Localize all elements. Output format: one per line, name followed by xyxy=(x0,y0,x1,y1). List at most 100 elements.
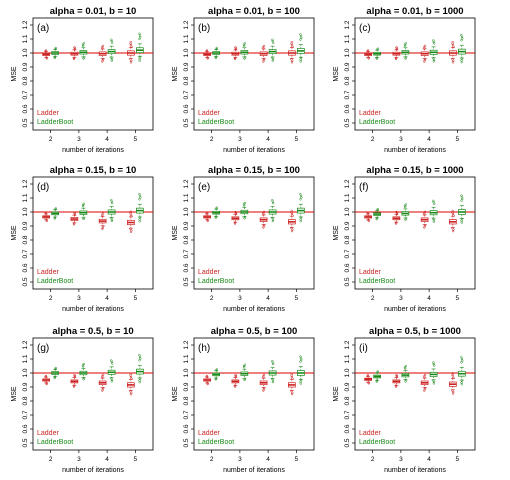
y-tick-label: 1.2 xyxy=(22,179,29,188)
plot-frame xyxy=(32,176,154,290)
y-tick-label: 0.5 xyxy=(22,438,29,447)
y-tick-label: 0.9 xyxy=(183,62,190,71)
y-tick-label: 1.2 xyxy=(183,340,190,349)
outlier-point xyxy=(129,212,132,215)
outlier-point xyxy=(44,374,48,378)
outlier-point xyxy=(262,373,266,377)
x-axis-label: number of iterations xyxy=(223,306,285,313)
panel-label: (c) xyxy=(359,23,371,34)
ladder-box xyxy=(392,46,401,61)
y-tick-label: 0.9 xyxy=(344,382,351,391)
panel-b: alpha = 0.01, b = 100 (b) 0.5 0.6 0.7 0.8 0.9 1… xyxy=(172,6,315,154)
outlier-point xyxy=(395,48,398,51)
outlier-point xyxy=(53,217,56,220)
outlier-point xyxy=(233,385,237,388)
outlier-point xyxy=(432,60,435,63)
x-axis-label: number of iterations xyxy=(223,147,285,154)
outlier-point xyxy=(73,46,76,49)
y-tick-label: 0.7 xyxy=(344,90,351,99)
outlier-point xyxy=(82,376,86,380)
ladder-box xyxy=(42,374,50,386)
outlier-point xyxy=(404,380,407,383)
y-tick-label: 1.0 xyxy=(344,368,351,377)
ladderboot-box xyxy=(401,203,410,221)
outlier-point xyxy=(214,216,217,219)
outlier-point xyxy=(73,222,76,225)
plot-frame xyxy=(32,17,154,131)
legend-entry-ladder: Ladder xyxy=(37,430,59,437)
panel-a: alpha = 0.01, b = 10(a) 0.5 0.6 0.7 0.8 0.9 1.… xyxy=(11,6,154,154)
x-tick-label: 4 xyxy=(427,136,431,143)
outlier-point xyxy=(432,380,436,384)
y-axis-label: MSE xyxy=(333,225,340,241)
x-axis-label: number of iterations xyxy=(384,147,446,154)
legend: Ladder LadderBoot xyxy=(198,430,234,446)
outlier-point xyxy=(375,217,379,220)
y-axis-label: MSE xyxy=(333,66,340,82)
outlier-point xyxy=(299,360,302,363)
outlier-point xyxy=(129,61,133,64)
y-tick-label: 0.9 xyxy=(344,221,351,230)
panel-label: (h) xyxy=(198,343,210,354)
x-tick-label: 3 xyxy=(77,295,81,302)
ladder-box xyxy=(420,373,429,392)
outlier-point xyxy=(366,374,370,377)
outlier-point xyxy=(72,223,76,226)
outlier-point xyxy=(263,223,266,227)
outlier-point xyxy=(101,376,104,379)
outlier-point xyxy=(299,38,302,41)
legend: Ladder LadderBoot xyxy=(37,110,73,126)
outlier-point xyxy=(73,373,76,377)
outlier-point xyxy=(299,355,302,358)
x-tick-label: 5 xyxy=(295,456,299,463)
outlier-point xyxy=(271,360,274,363)
y-tick-label: 0.5 xyxy=(183,277,190,286)
outlier-point xyxy=(138,37,141,41)
outlier-point xyxy=(263,57,266,61)
y-tick-label: 1.2 xyxy=(183,179,190,188)
ladder-box xyxy=(231,373,240,388)
legend-entry-ladderboot: LadderBoot xyxy=(198,439,234,446)
outlier-point xyxy=(138,219,141,223)
ladderboot-box xyxy=(458,194,466,224)
x-axis-label: number of iterations xyxy=(62,147,124,154)
y-tick-label: 0.7 xyxy=(183,90,190,99)
outlier-point xyxy=(395,212,398,216)
y-tick-label: 1.2 xyxy=(344,179,351,188)
outlier-point xyxy=(460,356,463,359)
outlier-point xyxy=(271,218,275,221)
y-tick-label: 0.7 xyxy=(344,249,351,258)
panel-label: (i) xyxy=(359,343,368,354)
ladder-box xyxy=(364,374,372,385)
y-tick-label: 0.6 xyxy=(22,104,29,113)
outlier-point xyxy=(423,376,426,379)
x-tick-label: 4 xyxy=(105,295,109,302)
y-tick-label: 0.6 xyxy=(344,104,351,113)
outlier-point xyxy=(395,384,398,387)
legend-entry-ladder: Ladder xyxy=(359,110,381,117)
outlier-point xyxy=(82,202,85,205)
outlier-point xyxy=(423,389,426,392)
outlier-point xyxy=(451,209,454,213)
x-tick-label: 2 xyxy=(49,136,53,143)
outlier-point xyxy=(451,229,455,233)
outlier-point xyxy=(101,226,104,229)
x-tick-label: 4 xyxy=(266,456,270,463)
legend: Ladder LadderBoot xyxy=(359,269,395,285)
outlier-point xyxy=(451,61,455,64)
x-tick-label: 2 xyxy=(49,456,53,463)
outlier-point xyxy=(451,372,454,375)
ladder-box xyxy=(420,210,429,229)
y-tick-label: 1.0 xyxy=(183,368,190,377)
outlier-point xyxy=(53,56,56,60)
outlier-point xyxy=(395,221,398,224)
ladder-box xyxy=(203,374,211,386)
ladder-box xyxy=(420,44,429,63)
legend: Ladder LadderBoot xyxy=(359,430,395,446)
outlier-point xyxy=(460,221,463,224)
y-tick-label: 0.6 xyxy=(344,263,351,272)
outlier-point xyxy=(451,392,455,395)
panel-c: alpha = 0.01, b = 1000 (c) 0.5 0.6 0.7 0.8 0.9… xyxy=(333,6,476,154)
outlier-point xyxy=(394,385,398,388)
y-tick-label: 0.6 xyxy=(183,424,190,433)
